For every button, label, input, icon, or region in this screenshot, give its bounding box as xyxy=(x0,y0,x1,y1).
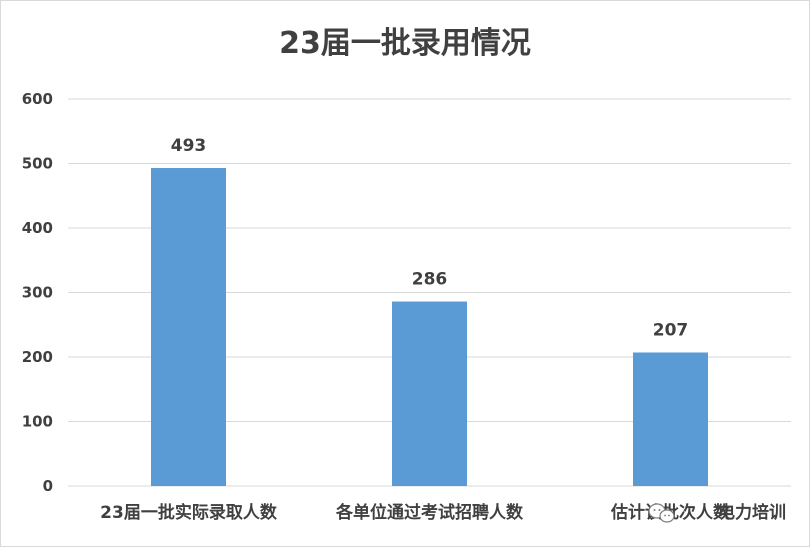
wechat-icon xyxy=(648,503,675,523)
bar xyxy=(633,352,708,486)
y-tick-label: 100 xyxy=(22,413,53,431)
y-tick-label: 0 xyxy=(43,477,53,495)
y-tick-label: 400 xyxy=(22,219,53,237)
data-label: 493 xyxy=(171,136,207,156)
x-axis: 23届一批实际录取人数各单位通过考试招聘人数估计该批次人数 xyxy=(100,502,731,523)
data-label: 286 xyxy=(412,270,448,290)
y-tick-label: 600 xyxy=(22,90,53,108)
y-tick-label: 500 xyxy=(22,155,53,173)
data-label: 207 xyxy=(653,320,689,340)
y-tick-label: 300 xyxy=(22,284,53,302)
bar xyxy=(151,168,226,486)
watermark: 电力培训 xyxy=(648,502,786,523)
watermark-text: 电力培训 xyxy=(718,502,786,523)
x-tick-label: 23届一批实际录取人数 xyxy=(100,502,278,523)
bar xyxy=(392,301,467,486)
chart-title: 23届一批录用情况 xyxy=(279,26,531,61)
y-tick-label: 200 xyxy=(22,348,53,366)
data-labels: 493 286 207 xyxy=(171,136,689,340)
x-tick-label: 各单位通过考试招聘人数 xyxy=(335,502,524,523)
y-axis: 0 100 200 300 400 500 600 xyxy=(22,90,53,495)
bars xyxy=(151,168,708,486)
